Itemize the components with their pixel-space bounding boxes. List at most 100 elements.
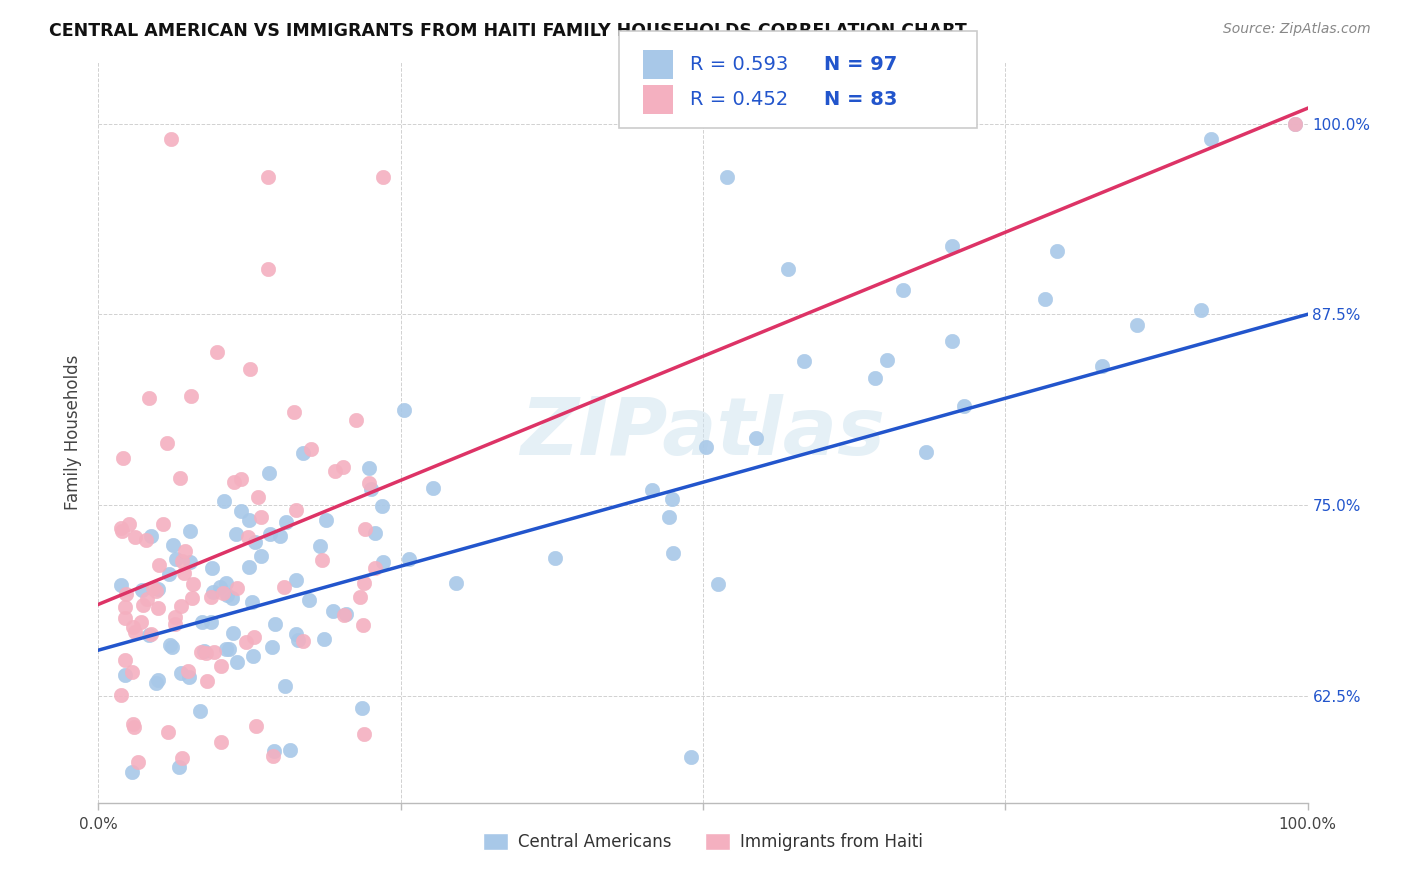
Point bbox=[146, 582, 169, 596]
Point bbox=[129, 615, 152, 629]
Point bbox=[273, 580, 295, 594]
Point bbox=[262, 749, 284, 764]
Point bbox=[229, 504, 252, 518]
Text: N = 83: N = 83 bbox=[824, 90, 897, 109]
Point bbox=[658, 509, 681, 524]
Point bbox=[231, 472, 253, 486]
Point bbox=[274, 516, 297, 530]
Text: R = 0.593: R = 0.593 bbox=[690, 55, 789, 74]
Point bbox=[141, 529, 163, 543]
Point bbox=[269, 529, 291, 543]
Point bbox=[177, 670, 200, 684]
Point bbox=[142, 581, 165, 595]
Point bbox=[243, 535, 266, 549]
Point bbox=[354, 522, 377, 536]
Point bbox=[139, 627, 162, 641]
Point bbox=[744, 431, 766, 445]
Point bbox=[242, 649, 264, 664]
Point bbox=[114, 599, 136, 614]
Point bbox=[235, 634, 257, 648]
Point bbox=[226, 582, 249, 596]
Point bbox=[114, 653, 136, 667]
Point bbox=[155, 436, 177, 450]
Point bbox=[214, 575, 236, 590]
Text: Source: ZipAtlas.com: Source: ZipAtlas.com bbox=[1223, 22, 1371, 37]
Point bbox=[446, 576, 468, 591]
Point bbox=[309, 539, 332, 553]
Point bbox=[245, 719, 267, 733]
Point bbox=[262, 640, 284, 654]
Point bbox=[250, 549, 273, 563]
Point bbox=[398, 552, 420, 566]
Point bbox=[163, 616, 186, 631]
Point bbox=[188, 705, 211, 719]
Point bbox=[222, 475, 245, 489]
Point bbox=[1199, 132, 1222, 146]
Point bbox=[344, 413, 367, 427]
Point bbox=[200, 615, 222, 630]
Point bbox=[174, 544, 197, 558]
Point bbox=[202, 645, 225, 659]
Point bbox=[298, 592, 321, 607]
Point bbox=[176, 664, 198, 678]
Point bbox=[863, 371, 886, 385]
Point bbox=[179, 555, 201, 569]
Point bbox=[707, 577, 730, 591]
Point bbox=[941, 334, 963, 348]
Point bbox=[256, 169, 278, 184]
Point bbox=[335, 607, 357, 621]
Point bbox=[273, 679, 295, 693]
Point bbox=[165, 610, 187, 624]
Point bbox=[793, 354, 815, 368]
Point bbox=[283, 405, 305, 419]
Point bbox=[138, 391, 160, 405]
Point bbox=[394, 403, 416, 417]
Text: ZIPatlas: ZIPatlas bbox=[520, 393, 886, 472]
Point bbox=[1126, 318, 1149, 333]
Point bbox=[181, 591, 204, 605]
Point bbox=[159, 638, 181, 652]
Point bbox=[371, 169, 394, 184]
Point bbox=[353, 727, 375, 741]
Point bbox=[236, 530, 259, 544]
Point bbox=[941, 239, 963, 253]
Point bbox=[315, 513, 337, 527]
Point bbox=[121, 665, 143, 679]
Point bbox=[110, 578, 132, 592]
Point bbox=[1033, 293, 1056, 307]
Point bbox=[215, 641, 238, 656]
Point bbox=[148, 558, 170, 573]
Point bbox=[160, 640, 183, 655]
Point bbox=[1046, 244, 1069, 258]
Point bbox=[169, 471, 191, 485]
Point bbox=[257, 466, 280, 480]
Point bbox=[776, 261, 799, 276]
Point bbox=[322, 604, 344, 618]
Point bbox=[333, 607, 356, 622]
Point bbox=[876, 352, 898, 367]
Point bbox=[118, 516, 141, 531]
Point bbox=[349, 590, 371, 604]
Point bbox=[209, 734, 232, 748]
Point bbox=[285, 573, 308, 587]
Point bbox=[299, 442, 322, 456]
Point bbox=[214, 494, 236, 508]
Point bbox=[156, 724, 179, 739]
Point bbox=[359, 461, 381, 475]
Point bbox=[357, 475, 380, 490]
Point bbox=[127, 755, 149, 769]
Point bbox=[136, 591, 159, 606]
Point bbox=[263, 616, 285, 631]
Point bbox=[115, 587, 138, 601]
Point bbox=[197, 673, 219, 688]
Point bbox=[263, 744, 285, 758]
Point bbox=[110, 524, 132, 539]
Point bbox=[131, 583, 153, 598]
Point bbox=[181, 577, 204, 591]
Point bbox=[132, 598, 155, 612]
Point bbox=[190, 645, 212, 659]
Point bbox=[1284, 116, 1306, 130]
Point bbox=[352, 618, 374, 632]
Point bbox=[242, 630, 264, 644]
Point bbox=[208, 580, 231, 594]
